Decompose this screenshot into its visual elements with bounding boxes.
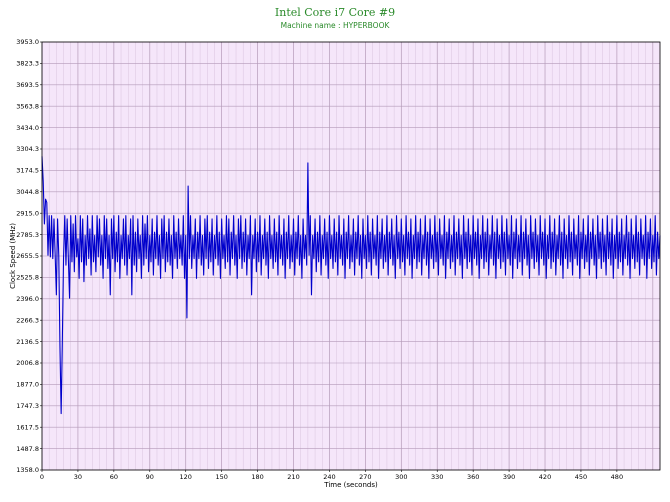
y-tick-label: 2006.8 xyxy=(16,359,39,367)
y-tick-label: 1877.0 xyxy=(16,381,39,389)
x-tick-label: 150 xyxy=(215,473,227,481)
x-axis-ticks: 0 30 60 90 120 150 180 210 240 270 300 330 360 390 420… xyxy=(40,470,623,481)
x-tick-label: 270 xyxy=(359,473,371,481)
x-tick-label: 210 xyxy=(287,473,299,481)
x-tick-label: 60 xyxy=(110,473,118,481)
y-tick-label: 3563.8 xyxy=(16,102,39,110)
x-tick-label: 330 xyxy=(431,473,443,481)
chart-subtitle: Machine name : HYPERBOOK xyxy=(280,21,390,30)
series-line xyxy=(41,156,661,415)
y-tick-label: 3434.0 xyxy=(16,124,39,132)
y-axis-ticks: 1358.0 1487.8 1617.5 1747.3 1877.0 2006.8 2136… xyxy=(16,38,42,474)
y-tick-label: 2915.0 xyxy=(16,209,39,217)
y-tick-label: 3693.5 xyxy=(16,81,39,89)
y-tick-label: 3953.0 xyxy=(16,38,39,46)
y-tick-label: 2136.5 xyxy=(16,338,39,346)
x-tick-label: 480 xyxy=(611,473,623,481)
y-tick-label: 2396.0 xyxy=(16,295,39,303)
x-tick-label: 30 xyxy=(74,473,82,481)
y-tick-label: 3044.8 xyxy=(16,188,39,196)
y-tick-label: 3174.5 xyxy=(16,167,39,175)
x-tick-label: 360 xyxy=(467,473,479,481)
chart-title: Intel Core i7 Core #9 xyxy=(274,6,396,19)
y-tick-label: 2785.3 xyxy=(16,231,39,239)
x-tick-label: 180 xyxy=(251,473,263,481)
y-tick-label: 1747.3 xyxy=(16,402,39,410)
y-tick-label: 1487.8 xyxy=(16,445,39,453)
x-tick-label: 0 xyxy=(40,473,44,481)
y-tick-label: 2525.8 xyxy=(16,274,39,282)
x-tick-label: 120 xyxy=(180,473,192,481)
y-tick-label: 2266.3 xyxy=(16,316,39,324)
x-tick-label: 300 xyxy=(395,473,407,481)
x-axis-label: Time (seconds) xyxy=(323,481,378,489)
x-tick-label: 420 xyxy=(539,473,551,481)
x-tick-label: 240 xyxy=(323,473,335,481)
x-tick-label: 90 xyxy=(146,473,154,481)
x-tick-label: 450 xyxy=(575,473,587,481)
y-tick-label: 1617.5 xyxy=(16,423,39,431)
x-tick-label: 390 xyxy=(503,473,515,481)
y-axis-label: Clock Speed (MHz) xyxy=(9,223,17,289)
y-tick-label: 3823.3 xyxy=(16,60,39,68)
y-tick-label: 2655.5 xyxy=(16,252,39,260)
y-tick-label: 1358.0 xyxy=(16,466,39,474)
series-group xyxy=(41,156,661,415)
y-tick-label: 3304.3 xyxy=(16,145,39,153)
